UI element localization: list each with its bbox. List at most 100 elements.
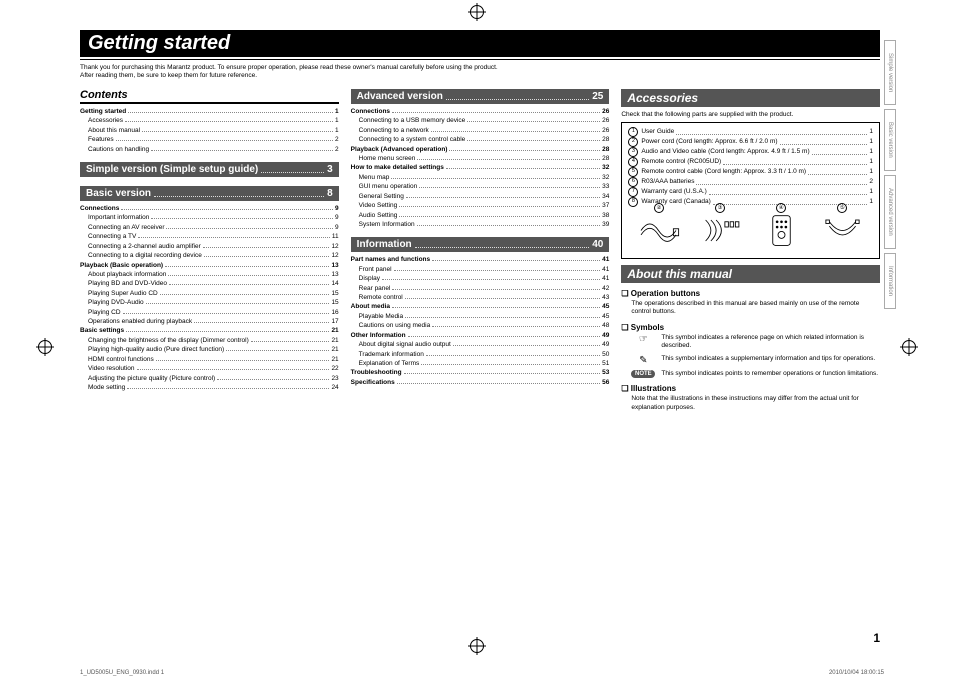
remote-control-icon: ④ bbox=[759, 213, 804, 248]
tab-basic[interactable]: Basic version bbox=[884, 109, 896, 171]
toc-row: Cautions on handling2 bbox=[80, 145, 339, 154]
illustrations-heading: Illustrations bbox=[621, 384, 880, 393]
toc-row: Playing DVD-Audio15 bbox=[80, 298, 339, 307]
toc-row: Playback (Advanced operation)28 bbox=[351, 145, 610, 154]
accessory-item: 7Warranty card (U.S.A.)1 bbox=[628, 187, 873, 197]
toc-row: Connecting a 2-channel audio amplifier12 bbox=[80, 242, 339, 251]
toc-row: Changing the brightness of the display (… bbox=[80, 336, 339, 345]
toc-row: GUI menu operation33 bbox=[351, 182, 610, 191]
toc-row: Rear panel42 bbox=[351, 284, 610, 293]
accessory-item: 6R03/AAA batteries2 bbox=[628, 177, 873, 187]
remote-cable-icon: ⑤ bbox=[820, 213, 865, 248]
page-title: Getting started bbox=[80, 30, 880, 57]
toc-row: Playing Super Audio CD15 bbox=[80, 289, 339, 298]
toc-row: Remote control43 bbox=[351, 293, 610, 302]
toc-row: Connecting to a USB memory device26 bbox=[351, 116, 610, 125]
toc-row: Connecting to a system control cable28 bbox=[351, 135, 610, 144]
simple-version-heading: Simple version (Simple setup guide)3 bbox=[80, 162, 339, 177]
page-number: 1 bbox=[873, 631, 880, 645]
toc-row: Video Setting37 bbox=[351, 201, 610, 210]
accessories-heading: Accessories bbox=[621, 89, 880, 107]
information-heading: Information40 bbox=[351, 237, 610, 252]
intro-text: Thank you for purchasing this Marantz pr… bbox=[80, 64, 880, 81]
column-1: Contents Getting started1Accessories1Abo… bbox=[80, 89, 339, 416]
toc-row: Connecting a TV11 bbox=[80, 232, 339, 241]
accessory-item: 8Warranty card (Canada)1 bbox=[628, 197, 873, 207]
tab-advanced[interactable]: Advanced version bbox=[884, 175, 896, 249]
side-tabs: Simple version Basic version Advanced ve… bbox=[884, 40, 898, 313]
about-manual-heading: About this manual bbox=[621, 265, 880, 283]
toc-row: Connecting an AV receiver9 bbox=[80, 223, 339, 232]
toc-row: Getting started1 bbox=[80, 107, 339, 116]
symbol-tip: ✎ This symbol indicates a supplementary … bbox=[621, 355, 880, 366]
toc-row: Troubleshooting53 bbox=[351, 368, 610, 377]
registration-mark-right bbox=[902, 340, 916, 354]
toc-row: Operations enabled during playback17 bbox=[80, 317, 339, 326]
toc-row: Playback (Basic operation)13 bbox=[80, 261, 339, 270]
toc-information: Part names and functions41Front panel41D… bbox=[351, 255, 610, 387]
toc-row: Cautions on using media48 bbox=[351, 321, 610, 330]
toc-row: Display41 bbox=[351, 274, 610, 283]
tab-simple[interactable]: Simple version bbox=[884, 40, 896, 105]
print-footer: 1_UD5005U_ENG_0930.indd 1 2010/10/04 18:… bbox=[80, 670, 884, 676]
toc-row: Connections9 bbox=[80, 204, 339, 213]
toc-row: Menu map32 bbox=[351, 173, 610, 182]
av-cable-icon: ③ bbox=[698, 213, 743, 248]
toc-row: How to make detailed settings32 bbox=[351, 163, 610, 172]
toc-row: Mode setting24 bbox=[80, 383, 339, 392]
accessories-illustrations: ② ③ ④ ⑤ bbox=[628, 207, 873, 254]
power-cord-icon: ② bbox=[636, 213, 681, 248]
toc-row: Part names and functions41 bbox=[351, 255, 610, 264]
toc-row: Video resolution22 bbox=[80, 364, 339, 373]
accessory-item: 4Remote control (RC005UD)1 bbox=[628, 157, 873, 167]
toc-row: Accessories1 bbox=[80, 116, 339, 125]
note-badge-icon: NOTE bbox=[631, 370, 655, 378]
toc-row: HDMI control functions21 bbox=[80, 355, 339, 364]
language-label: ENGLISH bbox=[849, 30, 880, 37]
toc-row: About playback information13 bbox=[80, 270, 339, 279]
column-2: Advanced version25 Connections26Connecti… bbox=[351, 89, 610, 416]
symbols-heading: Symbols bbox=[621, 323, 880, 332]
toc-row: Specifications56 bbox=[351, 378, 610, 387]
toc-row: Features2 bbox=[80, 135, 339, 144]
footer-filename: 1_UD5005U_ENG_0930.indd 1 bbox=[80, 670, 164, 676]
toc-row: Home menu screen28 bbox=[351, 154, 610, 163]
illustrations-text: Note that the illustrations in these ins… bbox=[621, 395, 880, 412]
toc-row: About digital signal audio output49 bbox=[351, 340, 610, 349]
toc-row: About this manual1 bbox=[80, 126, 339, 135]
symbol-note: NOTE This symbol indicates points to rem… bbox=[621, 370, 880, 378]
advanced-version-heading: Advanced version25 bbox=[351, 89, 610, 104]
toc-getting-started: Getting started1Accessories1About this m… bbox=[80, 107, 339, 154]
accessories-list: 1User Guide12Power cord (Cord length: Ap… bbox=[628, 127, 873, 207]
toc-row: Playing BD and DVD-Video14 bbox=[80, 279, 339, 288]
toc-row: Playable Media45 bbox=[351, 312, 610, 321]
hand-pointer-icon: ☞ bbox=[631, 334, 655, 351]
toc-row: Trademark information50 bbox=[351, 350, 610, 359]
title-underline bbox=[80, 59, 880, 60]
footer-timestamp: 2010/10/04 18:00:15 bbox=[829, 670, 884, 676]
toc-row: Basic settings21 bbox=[80, 326, 339, 335]
toc-row: System Information39 bbox=[351, 220, 610, 229]
toc-row: Connections26 bbox=[351, 107, 610, 116]
toc-row: Important information9 bbox=[80, 213, 339, 222]
registration-mark-left bbox=[38, 340, 52, 354]
page: ENGLISH Getting started Thank you for pu… bbox=[80, 30, 880, 650]
toc-row: Adjusting the picture quality (Picture c… bbox=[80, 374, 339, 383]
accessory-item: 1User Guide1 bbox=[628, 127, 873, 137]
toc-row: About media45 bbox=[351, 302, 610, 311]
toc-row: Connecting to a digital recording device… bbox=[80, 251, 339, 260]
tab-information[interactable]: Information bbox=[884, 253, 896, 309]
toc-row: Front panel41 bbox=[351, 265, 610, 274]
operation-buttons-heading: Operation buttons bbox=[621, 289, 880, 298]
operation-buttons-text: The operations described in this manual … bbox=[621, 300, 880, 317]
accessory-item: 3Audio and Video cable (Cord length: App… bbox=[628, 147, 873, 157]
toc-row: Audio Setting38 bbox=[351, 211, 610, 220]
registration-mark-top bbox=[470, 5, 484, 19]
accessory-item: 2Power cord (Cord length: Approx. 6.6 ft… bbox=[628, 137, 873, 147]
toc-row: Playing CD16 bbox=[80, 308, 339, 317]
basic-version-heading: Basic version8 bbox=[80, 186, 339, 201]
symbol-reference: ☞ This symbol indicates a reference page… bbox=[621, 334, 880, 351]
contents-heading: Contents bbox=[80, 89, 339, 104]
pencil-icon: ✎ bbox=[631, 355, 655, 366]
accessory-item: 5Remote control cable (Cord length: Appr… bbox=[628, 167, 873, 177]
